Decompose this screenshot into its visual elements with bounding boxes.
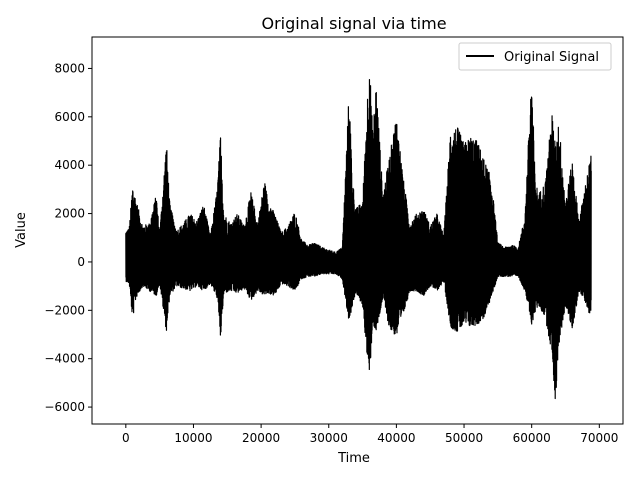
signal-line [125, 79, 592, 400]
legend-box [458, 42, 612, 71]
legend: Original Signal [458, 42, 612, 71]
x-tick-label: 30000 [310, 431, 348, 445]
y-tick-label: −6000 [44, 400, 85, 414]
x-tick-label: 0 [122, 431, 130, 445]
y-tick-label: −2000 [44, 303, 85, 317]
axes-frame [91, 36, 624, 425]
y-tick-label: 4000 [54, 158, 85, 172]
y-tick-label: −4000 [44, 352, 85, 366]
x-axis-label: Time [337, 451, 370, 466]
x-tick-label: 60000 [513, 431, 551, 445]
y-axis: −6000 −4000 −2000 0 2000 4000 6000 8000 [44, 61, 92, 414]
plot-area [125, 79, 592, 400]
x-tick-label: 70000 [580, 431, 618, 445]
y-tick-label: 8000 [54, 61, 85, 75]
legend-label: Original Signal [504, 50, 599, 65]
x-tick-label: 40000 [377, 431, 415, 445]
y-tick-label: 2000 [54, 207, 85, 221]
x-tick-label: 50000 [445, 431, 483, 445]
y-tick-label: 6000 [54, 110, 85, 124]
y-tick-label: 0 [77, 255, 85, 269]
signal-series [125, 79, 592, 400]
x-tick-label: 20000 [242, 431, 280, 445]
chart-title: Original signal via time [261, 14, 446, 33]
x-axis: 0 10000 20000 30000 40000 50000 60000 70000 [122, 424, 618, 445]
x-tick-label: 10000 [174, 431, 212, 445]
y-axis-label: Value [14, 212, 29, 248]
